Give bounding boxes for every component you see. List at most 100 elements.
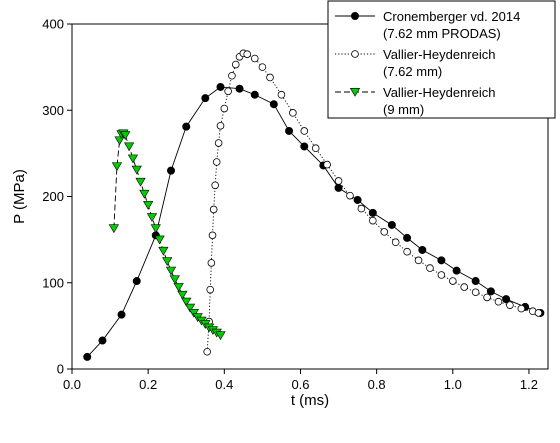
data-point — [139, 189, 150, 199]
axes-layer: 0.0 0.2 0.4 0.6 0.8 1.0 1.2 0 100 200 300 400 — [42, 17, 549, 392]
data-point — [231, 60, 240, 69]
data-point — [471, 277, 480, 286]
data-point — [120, 131, 131, 140]
data-point — [184, 303, 196, 313]
data-point — [224, 87, 232, 96]
data-point — [323, 160, 331, 169]
data-point — [285, 126, 294, 135]
data-point — [146, 213, 158, 222]
data-point — [494, 297, 503, 306]
data-point — [188, 308, 199, 318]
data-point — [266, 73, 274, 82]
legend-label: Cronemberger vd. 2014 — [383, 9, 520, 24]
x-axis-title: t (ms) — [291, 392, 329, 409]
data-point — [391, 238, 400, 247]
data-point — [368, 208, 377, 217]
series-vh-9 — [108, 129, 226, 341]
y-tick-label: 200 — [42, 189, 64, 204]
data-point — [387, 220, 396, 229]
legend-label: (9 mm) — [383, 102, 424, 117]
data-point — [169, 275, 180, 285]
data-point — [111, 162, 123, 172]
data-point — [353, 195, 362, 204]
data-point — [132, 277, 141, 286]
data-point — [403, 247, 411, 256]
data-point — [517, 304, 526, 313]
legend-label: Vallier-Heydenreich — [383, 47, 495, 62]
data-point — [452, 266, 461, 275]
legend-label: (7.62 mm) — [383, 64, 442, 79]
data-point — [143, 201, 154, 210]
data-point — [414, 256, 423, 265]
data-point — [534, 309, 543, 317]
data-point — [486, 287, 495, 296]
data-point — [460, 283, 469, 291]
data-point — [437, 256, 446, 265]
data-point — [235, 84, 244, 93]
data-point — [206, 285, 215, 294]
x-tick-label: 0.2 — [139, 377, 157, 392]
data-point — [208, 231, 217, 240]
data-point — [215, 331, 226, 341]
legend-marker — [351, 50, 359, 58]
data-point — [212, 158, 221, 166]
legend-marker — [350, 11, 359, 20]
data-point — [418, 245, 427, 254]
x-tick-label: 0.8 — [368, 377, 386, 392]
data-point — [83, 352, 92, 361]
data-point — [471, 288, 480, 297]
data-point — [177, 290, 188, 300]
data-point — [131, 165, 142, 175]
data-point — [165, 266, 177, 276]
data-point — [201, 94, 210, 103]
data-point — [209, 205, 218, 214]
data-point — [216, 82, 225, 91]
data-point — [269, 100, 278, 109]
legend-label: Vallier-Heydenreich — [383, 85, 495, 100]
data-point — [346, 191, 354, 200]
y-axis-title: P (MPa) — [11, 169, 28, 224]
data-point — [214, 139, 223, 147]
data-point — [243, 50, 251, 58]
data-point — [150, 224, 161, 234]
data-point — [167, 166, 176, 175]
legend: Cronemberger vd. 2014 (7.62 mm PRODAS) Val… — [327, 0, 556, 119]
y-tick-label: 300 — [42, 103, 64, 118]
data-point — [258, 63, 267, 71]
data-point — [123, 142, 135, 152]
data-point — [506, 301, 514, 309]
data-point — [300, 142, 309, 151]
data-point — [127, 154, 139, 164]
data-point — [162, 257, 173, 266]
data-point — [426, 264, 434, 272]
data-point — [380, 228, 389, 236]
data-point — [207, 259, 216, 267]
data-point — [98, 336, 107, 345]
data-point — [448, 277, 457, 285]
data-point — [117, 310, 126, 319]
data-point — [135, 177, 146, 187]
data-point — [437, 271, 446, 279]
data-point — [289, 109, 297, 117]
series-vh-9-line — [113, 133, 221, 336]
data-point — [216, 121, 225, 130]
x-tick-label: 1.0 — [444, 377, 462, 392]
x-tick-label: 0.4 — [215, 377, 233, 392]
y-tick-label: 400 — [42, 17, 64, 32]
data-point — [220, 104, 229, 113]
data-point — [250, 90, 259, 99]
data-point — [181, 297, 192, 307]
series-cronemberger — [83, 82, 545, 361]
data-point — [277, 90, 286, 99]
data-point — [182, 122, 191, 131]
data-point — [211, 181, 219, 190]
y-tick-label: 0 — [57, 362, 64, 377]
x-tick-label: 1.2 — [520, 377, 538, 392]
data-point — [228, 71, 236, 80]
data-point — [369, 216, 377, 225]
data-point — [403, 233, 412, 242]
data-point — [250, 54, 259, 63]
data-point — [158, 246, 169, 256]
data-point — [502, 295, 511, 304]
